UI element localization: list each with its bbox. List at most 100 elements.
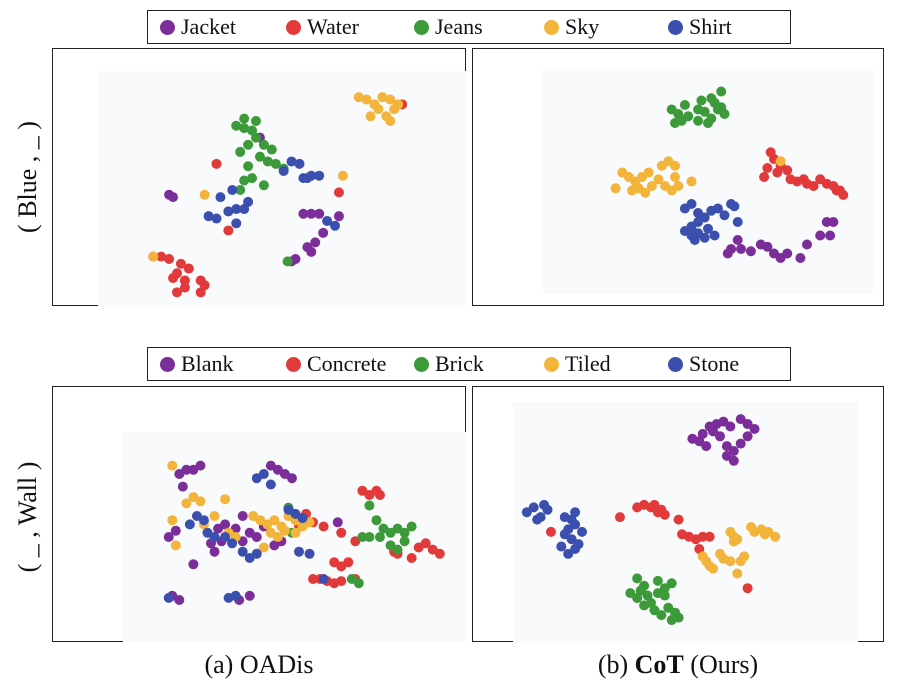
point-brick (371, 515, 382, 526)
plot-background (513, 402, 858, 643)
point-water (223, 225, 234, 236)
point-stone (542, 504, 553, 515)
point-concrete (420, 538, 431, 549)
point-stone (532, 514, 543, 525)
point-tiled (708, 563, 719, 574)
point-blank (735, 438, 746, 449)
point-stone (209, 532, 220, 542)
point-jeans (716, 86, 727, 97)
point-tiled (181, 498, 192, 509)
point-stone (566, 534, 577, 545)
point-jeans (235, 146, 246, 157)
point-stone (528, 502, 539, 513)
point-sky (673, 181, 684, 191)
legend-dot-sky (544, 19, 559, 35)
point-blank (728, 455, 739, 466)
point-jacket (306, 246, 317, 257)
point-shirt (211, 213, 222, 224)
point-stone (163, 592, 174, 603)
point-sky (610, 183, 621, 194)
point-water (765, 147, 776, 158)
point-stone (258, 469, 269, 479)
point-shirt (719, 210, 730, 221)
caption-oadis: (a) OADis (204, 650, 314, 679)
row-label-blue: ( Blue , _ ) (13, 121, 42, 233)
point-shirt (286, 156, 297, 167)
point-jacket (736, 244, 746, 254)
point-jeans (712, 104, 723, 115)
point-concrete (336, 576, 347, 587)
point-sky (643, 167, 654, 178)
point-tiled (170, 540, 181, 551)
point-concrete (308, 574, 319, 584)
point-tiled (258, 542, 269, 553)
point-shirt (322, 215, 333, 226)
point-stone (265, 479, 276, 490)
point-blank (704, 421, 715, 432)
point-blank (735, 414, 746, 425)
point-blank (163, 532, 174, 542)
point-jeans (231, 120, 242, 131)
point-shirt (227, 185, 238, 195)
legend-item-brick: Brick (414, 348, 484, 380)
point-water (195, 287, 206, 298)
point-jacket (310, 237, 321, 248)
point-brick (663, 602, 674, 613)
legend-item-jeans: Jeans (414, 11, 483, 43)
point-brick (656, 610, 667, 621)
scatter-oadis-wall (123, 432, 467, 642)
point-blank (177, 481, 188, 492)
point-water (164, 254, 175, 265)
caption-cot: (b) CoT (Ours) (472, 650, 884, 680)
legend-dot-water (286, 19, 301, 35)
point-shirt (330, 220, 340, 231)
point-sky (686, 176, 697, 187)
plot-oadis-wall (52, 386, 467, 642)
point-sky (389, 104, 400, 115)
point-concrete (673, 514, 684, 525)
point-brick (625, 588, 636, 599)
point-shirt (732, 217, 743, 227)
point-concrete (318, 521, 329, 532)
point-water (156, 251, 167, 262)
point-blank (697, 428, 708, 439)
point-tiled (269, 515, 280, 526)
point-tiled (770, 531, 781, 542)
point-concrete (406, 553, 417, 563)
point-jacket (306, 208, 317, 219)
point-concrete (656, 504, 667, 515)
point-tiled (167, 460, 178, 471)
legend-dot-tiled (544, 356, 559, 372)
point-brick (652, 575, 663, 586)
point-stone (570, 544, 581, 554)
point-stone (563, 548, 574, 559)
legend-item-concrete: Concrete (286, 348, 386, 380)
legend-label: Brick (435, 351, 484, 376)
legend-dot-jacket (160, 19, 175, 35)
point-blank (742, 419, 753, 430)
legend-dot-concrete (286, 356, 301, 372)
legend-dot-blank (160, 356, 175, 372)
point-brick (353, 578, 364, 589)
point-water (183, 263, 194, 274)
point-blank (251, 532, 262, 542)
point-blank (749, 423, 760, 434)
point-tiled (279, 525, 290, 536)
legend-label: Stone (689, 351, 740, 376)
point-concrete (614, 512, 625, 523)
point-jacket (732, 235, 743, 245)
point-shirt (699, 232, 710, 243)
point-jacket (795, 253, 806, 263)
point-jacket (825, 230, 836, 241)
legend-label: Concrete (307, 351, 387, 376)
scatter-cot-wall (513, 402, 858, 643)
point-shirt (314, 170, 325, 181)
point-jeans (693, 115, 704, 126)
legend-label: Sky (565, 14, 600, 39)
point-jacket (168, 192, 179, 203)
caption-cot-prefix: (b) (597, 650, 635, 679)
point-sky (148, 251, 159, 262)
point-brick (659, 583, 670, 594)
point-stone (227, 538, 238, 549)
point-jeans (243, 139, 254, 150)
